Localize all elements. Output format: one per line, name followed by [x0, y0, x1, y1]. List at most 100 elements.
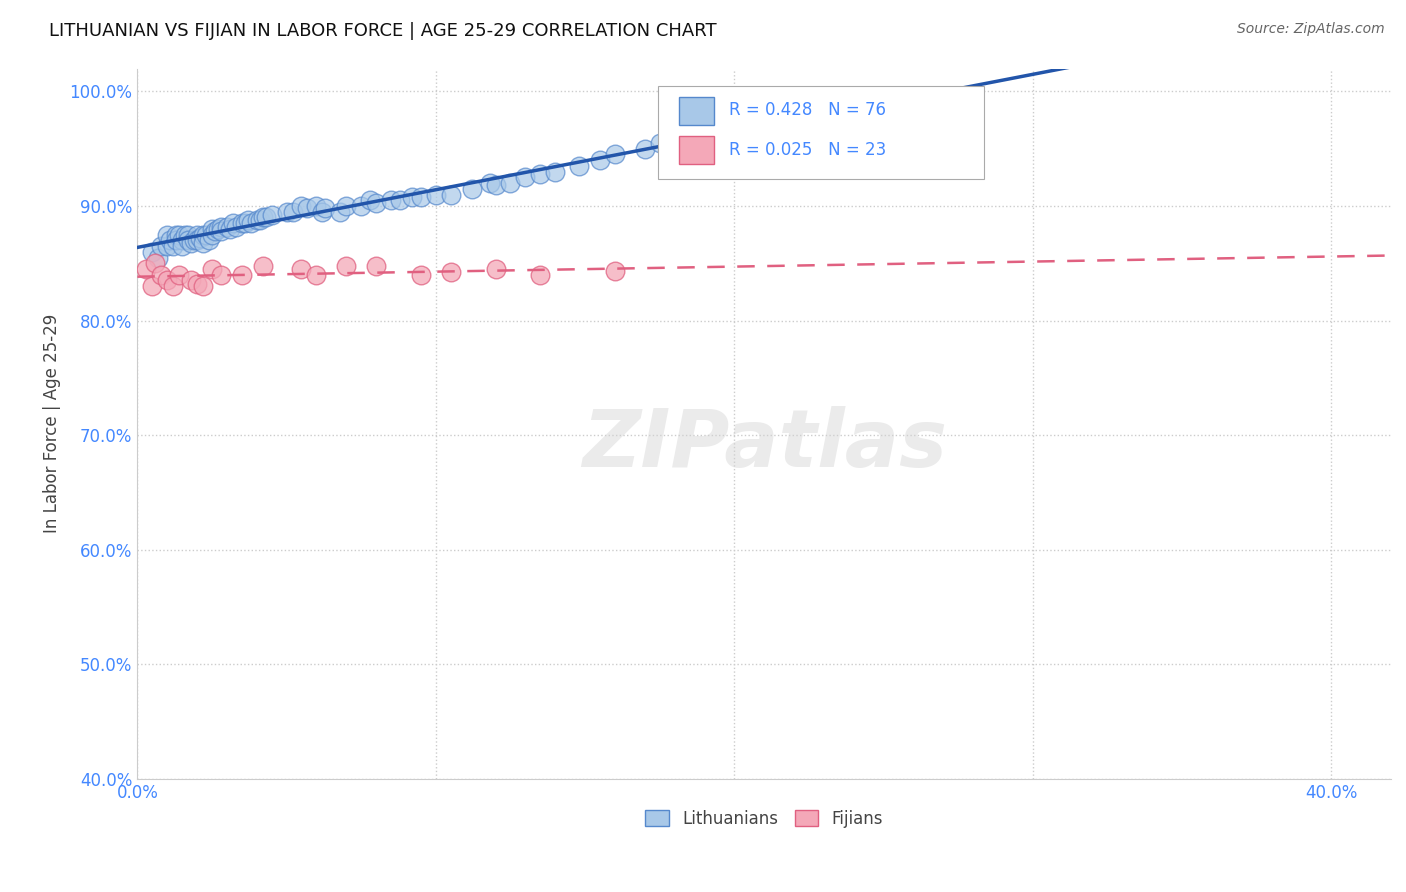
Point — [709, 121, 731, 136]
Point — [188, 231, 211, 245]
Point — [460, 182, 482, 196]
Point — [172, 233, 194, 247]
Point — [186, 227, 208, 242]
Point — [329, 204, 352, 219]
Point — [752, 110, 775, 124]
Point — [165, 233, 187, 247]
Point — [198, 233, 221, 247]
Point — [165, 227, 187, 242]
FancyBboxPatch shape — [658, 87, 984, 178]
Point — [156, 273, 179, 287]
Point — [544, 164, 567, 178]
Legend: Lithuanians, Fijians: Lithuanians, Fijians — [638, 803, 890, 835]
Point — [305, 199, 328, 213]
Point — [209, 268, 232, 282]
Point — [191, 279, 214, 293]
Point — [209, 224, 232, 238]
Point — [141, 279, 163, 293]
Point — [207, 222, 229, 236]
Point — [634, 142, 657, 156]
Point — [366, 195, 388, 210]
Point — [218, 222, 240, 236]
Point — [246, 212, 269, 227]
Point — [366, 259, 388, 273]
Point — [678, 130, 700, 145]
Point — [281, 204, 304, 219]
Point — [484, 262, 506, 277]
Point — [180, 235, 202, 250]
FancyBboxPatch shape — [679, 97, 714, 126]
Point — [233, 216, 256, 230]
Point — [335, 199, 357, 213]
Point — [290, 262, 312, 277]
Point — [409, 268, 432, 282]
Point — [568, 159, 591, 173]
Point — [222, 216, 245, 230]
Point — [194, 227, 217, 242]
Point — [239, 216, 262, 230]
Text: R = 0.428   N = 76: R = 0.428 N = 76 — [730, 101, 886, 119]
FancyBboxPatch shape — [679, 136, 714, 164]
Point — [150, 268, 173, 282]
Point — [515, 170, 537, 185]
Point — [141, 244, 163, 259]
Y-axis label: In Labor Force | Age 25-29: In Labor Force | Age 25-29 — [44, 314, 60, 533]
Point — [529, 268, 551, 282]
Point — [177, 233, 200, 247]
Point — [350, 199, 373, 213]
Point — [172, 239, 194, 253]
Text: Source: ZipAtlas.com: Source: ZipAtlas.com — [1237, 22, 1385, 37]
Point — [589, 153, 612, 168]
Point — [260, 208, 283, 222]
Point — [603, 264, 626, 278]
Point — [401, 190, 423, 204]
Point — [174, 227, 197, 242]
Point — [183, 233, 205, 247]
Point — [209, 219, 232, 234]
Point — [225, 219, 247, 234]
Point — [156, 239, 179, 253]
Point — [440, 187, 463, 202]
Point — [249, 212, 271, 227]
Point — [191, 227, 214, 242]
Point — [231, 216, 253, 230]
Point — [135, 262, 157, 277]
Point — [236, 212, 259, 227]
Point — [180, 273, 202, 287]
Point — [148, 251, 170, 265]
Point — [409, 190, 432, 204]
Point — [440, 265, 463, 279]
Point — [290, 199, 312, 213]
Point — [499, 176, 522, 190]
Text: R = 0.025   N = 23: R = 0.025 N = 23 — [730, 141, 886, 159]
Point — [335, 259, 357, 273]
Point — [201, 227, 224, 242]
Point — [159, 233, 181, 247]
Point — [167, 227, 190, 242]
Point — [276, 204, 298, 219]
Point — [186, 277, 208, 291]
Point — [156, 227, 179, 242]
Point — [297, 202, 319, 216]
Point — [162, 239, 184, 253]
Point — [305, 268, 328, 282]
Point — [648, 136, 671, 150]
Point — [201, 262, 224, 277]
Point — [252, 211, 274, 225]
Point — [359, 194, 381, 208]
Point — [201, 222, 224, 236]
Point — [603, 147, 626, 161]
Point — [186, 233, 208, 247]
Point — [162, 279, 184, 293]
Point — [143, 256, 166, 270]
Text: ZIPatlas: ZIPatlas — [582, 406, 946, 484]
Point — [484, 178, 506, 193]
Point — [311, 204, 333, 219]
Point — [254, 211, 277, 225]
Point — [231, 268, 253, 282]
Point — [425, 187, 447, 202]
Point — [529, 167, 551, 181]
Point — [150, 239, 173, 253]
Point — [177, 227, 200, 242]
Point — [204, 224, 226, 238]
